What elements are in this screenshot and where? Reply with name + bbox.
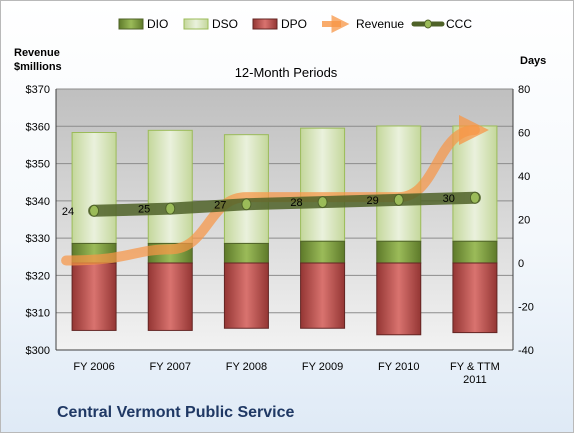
legend-swatch xyxy=(183,18,209,30)
bar-dpo xyxy=(223,262,269,329)
left-axis-title-line2: $millions xyxy=(14,61,62,73)
legend-swatch xyxy=(424,19,432,29)
lines: 24 25 27 28 29 30 xyxy=(61,115,489,266)
right-tick-label: 20 xyxy=(518,215,530,227)
ccc-marker xyxy=(393,193,404,206)
bar-dpo xyxy=(452,262,498,334)
bar-dio xyxy=(223,242,269,264)
category-label: FY 2008 xyxy=(226,361,267,373)
right-tick-label: -20 xyxy=(518,302,534,314)
left-tick-label: $310 xyxy=(26,308,50,320)
left-tick-label: $360 xyxy=(26,121,50,133)
bar-dso xyxy=(300,127,346,242)
legend-label: DIO xyxy=(147,17,168,31)
bar-dso xyxy=(452,125,498,242)
bar-dpo xyxy=(300,262,346,329)
right-tick-label: 40 xyxy=(518,171,530,183)
left-tick-label: $370 xyxy=(26,84,50,96)
right-tick-label: 0 xyxy=(518,258,524,270)
ccc-marker xyxy=(165,202,176,215)
ccc-data-label: 25 xyxy=(138,204,150,216)
ccc-marker xyxy=(89,204,100,217)
right-tick-label: -40 xyxy=(518,345,534,357)
legend-label: DSO xyxy=(212,17,238,31)
bar-dso xyxy=(147,129,193,244)
ccc-marker xyxy=(317,196,328,209)
left-tick-label: $340 xyxy=(26,196,50,208)
chart-subtitle: 12-Month Periods xyxy=(235,65,338,80)
revenue-line xyxy=(61,115,489,266)
bar-dio xyxy=(300,240,346,264)
category-label: FY & TTM xyxy=(450,361,500,373)
category-label: FY 2009 xyxy=(302,361,343,373)
bar-dpo xyxy=(71,262,117,331)
plot-area xyxy=(56,89,513,350)
bar-dio xyxy=(452,240,498,264)
legend-swatch xyxy=(252,18,278,30)
ccc-line xyxy=(88,191,481,217)
category-label: FY 2007 xyxy=(150,361,191,373)
ccc-data-label: 24 xyxy=(62,206,74,218)
category-label: 2011 xyxy=(463,374,487,386)
legend-label: DPO xyxy=(281,17,307,31)
bar-dpo xyxy=(147,262,193,331)
left-tick-label: $350 xyxy=(26,159,50,171)
legend-label: CCC xyxy=(446,17,472,31)
bar-dpo xyxy=(376,262,422,336)
right-tick-label: 80 xyxy=(518,84,530,96)
right-tick-label: 60 xyxy=(518,128,530,140)
company-name: Central Vermont Public Service xyxy=(57,404,295,421)
left-tick-label: $300 xyxy=(26,345,50,357)
axes: $300 $310 $320 $330 $340 $350 $360 $370 -40 -20 0 2… xyxy=(26,84,534,386)
category-label: FY 2010 xyxy=(378,361,419,373)
ccc-data-label: 29 xyxy=(367,195,379,207)
bar-dso xyxy=(71,132,117,244)
ccc-data-label: 30 xyxy=(443,193,455,205)
ccc-data-label: 27 xyxy=(214,199,226,211)
left-tick-label: $320 xyxy=(26,270,50,282)
legend-swatch xyxy=(118,18,144,30)
legend: DIO DSO DPO Revenue CCC xyxy=(118,15,472,33)
bar-dso xyxy=(223,134,269,244)
bar-dso xyxy=(376,125,422,242)
legend-label: Revenue xyxy=(356,17,404,31)
ccc-marker xyxy=(241,198,252,211)
category-label: FY 2006 xyxy=(73,361,114,373)
left-axis-title-line1: Revenue xyxy=(14,47,60,59)
ccc-data-label: 28 xyxy=(290,197,302,209)
bars xyxy=(71,125,498,336)
right-axis-title: Days xyxy=(520,55,546,67)
left-tick-label: $330 xyxy=(26,233,50,245)
ccc-marker xyxy=(469,191,480,204)
bar-dio xyxy=(376,240,422,264)
